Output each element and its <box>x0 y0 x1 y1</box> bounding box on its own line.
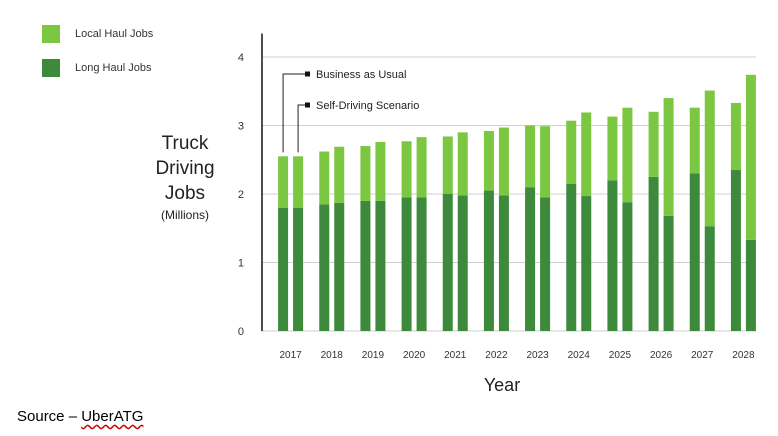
x-tick-label: 2022 <box>485 350 508 361</box>
bar-local-haul-business-as-usual-2021 <box>442 136 453 194</box>
bar-local-haul-self-driving-2022 <box>498 127 509 196</box>
bar-local-haul-self-driving-2023 <box>540 126 551 198</box>
bar-local-haul-self-driving-2018 <box>334 146 345 203</box>
bar-local-haul-self-driving-2020 <box>416 137 427 198</box>
x-axis-label: Year <box>484 375 520 395</box>
bar-local-haul-self-driving-2025 <box>622 107 633 203</box>
annotation-leader <box>282 73 306 153</box>
bar-long-haul-business-as-usual-2021 <box>442 194 453 331</box>
bar-long-haul-self-driving-2020 <box>416 197 427 331</box>
x-tick-label: 2025 <box>609 350 632 361</box>
y-tick-label: 2 <box>238 189 244 201</box>
bar-local-haul-business-as-usual-2019 <box>360 146 371 201</box>
bar-local-haul-business-as-usual-2020 <box>401 141 412 198</box>
bar-long-haul-business-as-usual-2020 <box>401 197 412 331</box>
x-tick-label: 2018 <box>321 350 344 361</box>
x-tick-label: 2017 <box>279 350 302 361</box>
bar-long-haul-self-driving-2024 <box>581 196 592 331</box>
bar-long-haul-business-as-usual-2022 <box>483 190 494 331</box>
bar-long-haul-self-driving-2023 <box>540 197 551 331</box>
bar-long-haul-self-driving-2021 <box>457 195 468 331</box>
bar-long-haul-self-driving-2025 <box>622 202 633 331</box>
bar-long-haul-business-as-usual-2025 <box>607 180 618 331</box>
bar-long-haul-business-as-usual-2024 <box>566 183 577 331</box>
legend-swatch-long-haul <box>42 59 60 77</box>
bar-long-haul-business-as-usual-2017 <box>278 207 289 331</box>
bar-local-haul-business-as-usual-2025 <box>607 116 618 181</box>
bar-local-haul-self-driving-2027 <box>704 90 715 227</box>
bar-local-haul-business-as-usual-2022 <box>483 130 494 191</box>
y-tick-label: 0 <box>238 326 244 338</box>
y-axis-label-line-2: Driving <box>155 158 215 179</box>
bar-local-haul-self-driving-2028 <box>745 74 756 240</box>
bar-local-haul-self-driving-2019 <box>375 141 386 201</box>
legend: Local Haul Jobs Long Haul Jobs <box>42 24 153 92</box>
y-axis-units: (Millions) <box>161 208 209 222</box>
annotation-marker <box>305 102 310 108</box>
x-tick-label: 2019 <box>362 350 385 361</box>
bar-long-haul-self-driving-2026 <box>663 215 674 331</box>
y-axis-label-line-1: Truck <box>161 133 209 154</box>
bar-local-haul-business-as-usual-2017 <box>278 156 289 208</box>
source-brand: UberATG <box>81 408 144 425</box>
bar-local-haul-business-as-usual-2027 <box>689 107 700 174</box>
legend-swatch-local-haul <box>42 25 60 43</box>
legend-item-local-haul: Local Haul Jobs <box>42 24 153 44</box>
y-tick-label: 3 <box>238 121 244 133</box>
bar-long-haul-business-as-usual-2026 <box>648 176 659 331</box>
bar-local-haul-business-as-usual-2026 <box>648 111 659 177</box>
bar-local-haul-business-as-usual-2028 <box>730 102 741 171</box>
y-tick-label: 1 <box>238 258 244 270</box>
bar-long-haul-business-as-usual-2027 <box>689 173 700 331</box>
annotation-label: Business as Usual <box>316 69 407 81</box>
legend-item-long-haul: Long Haul Jobs <box>42 58 153 78</box>
x-tick-label: 2024 <box>568 350 591 361</box>
bar-long-haul-self-driving-2018 <box>334 202 345 331</box>
x-tick-label: 2023 <box>526 350 549 361</box>
legend-label-long-haul: Long Haul Jobs <box>75 62 152 74</box>
bar-long-haul-self-driving-2019 <box>375 200 386 331</box>
legend-label-local-haul: Local Haul Jobs <box>75 28 154 40</box>
bar-local-haul-business-as-usual-2023 <box>525 125 536 188</box>
bar-long-haul-self-driving-2017 <box>293 207 304 331</box>
bar-local-haul-self-driving-2017 <box>293 156 304 208</box>
y-axis-label-line-3: Jobs <box>164 183 206 204</box>
bar-long-haul-business-as-usual-2019 <box>360 200 371 331</box>
bar-long-haul-business-as-usual-2028 <box>730 170 741 331</box>
source-note: Source – UberATG <box>17 408 143 425</box>
bar-local-haul-self-driving-2024 <box>581 112 592 197</box>
annotation-label: Self-Driving Scenario <box>316 100 419 112</box>
x-tick-label: 2028 <box>732 350 755 361</box>
bar-long-haul-self-driving-2028 <box>745 239 756 331</box>
x-tick-label: 2026 <box>650 350 673 361</box>
x-tick-label: 2020 <box>403 350 426 361</box>
x-tick-label: 2021 <box>444 350 467 361</box>
bar-local-haul-self-driving-2021 <box>457 132 468 196</box>
bar-local-haul-business-as-usual-2024 <box>566 120 577 184</box>
x-tick-label: 2027 <box>691 350 714 361</box>
bar-local-haul-self-driving-2026 <box>663 98 674 216</box>
bar-long-haul-self-driving-2027 <box>704 226 715 331</box>
y-axis-label: Truck Driving Jobs (Millions) <box>140 131 230 223</box>
annotation-leader <box>297 104 306 153</box>
bar-long-haul-business-as-usual-2023 <box>525 187 536 331</box>
source-prefix: Source – <box>17 408 82 425</box>
bar-long-haul-business-as-usual-2018 <box>319 204 330 331</box>
bar-long-haul-self-driving-2022 <box>498 195 509 331</box>
annotation-marker <box>305 71 310 77</box>
y-tick-label: 4 <box>238 52 244 64</box>
bar-local-haul-business-as-usual-2018 <box>319 151 330 205</box>
